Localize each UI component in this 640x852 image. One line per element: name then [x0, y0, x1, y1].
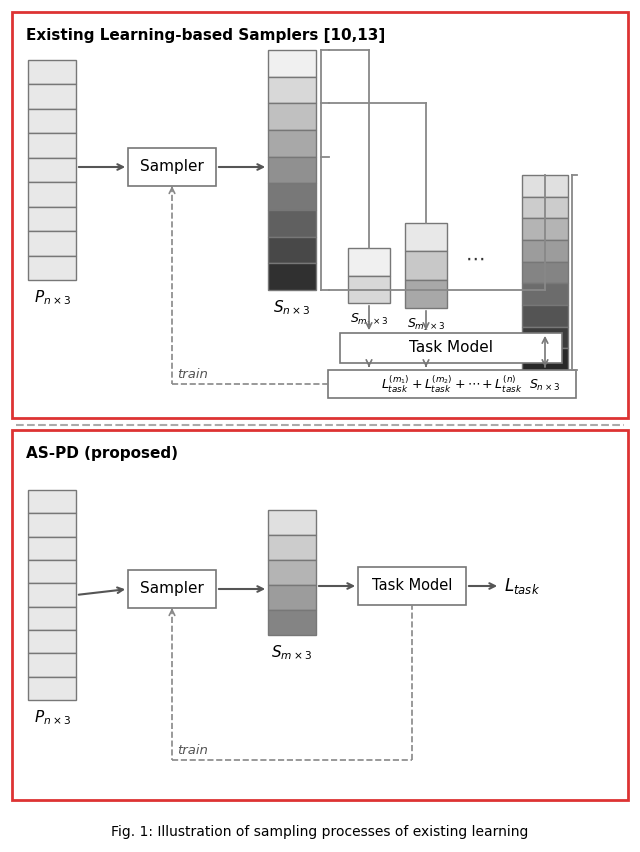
Bar	[405, 223, 447, 251]
Text: $S_{n\times3}$: $S_{n\times3}$	[529, 378, 561, 393]
Bar	[328, 370, 576, 398]
Bar	[268, 130, 316, 157]
Text: AS-PD (proposed): AS-PD (proposed)	[26, 446, 178, 461]
Text: train: train	[177, 368, 208, 381]
Bar	[522, 348, 568, 370]
Text: $S_{m_1\times3}$: $S_{m_1\times3}$	[350, 311, 388, 327]
Bar	[28, 256, 76, 280]
Bar	[268, 263, 316, 290]
Bar	[28, 84, 76, 109]
Bar	[268, 183, 316, 210]
Bar	[522, 240, 568, 262]
Bar	[522, 284, 568, 305]
Bar	[28, 158, 76, 182]
Bar	[28, 514, 76, 537]
Bar	[268, 585, 316, 610]
Bar	[268, 535, 316, 560]
Text: $P_{n\times3}$: $P_{n\times3}$	[33, 708, 70, 727]
Bar	[358, 567, 466, 605]
Text: Existing Learning-based Samplers [10,13]: Existing Learning-based Samplers [10,13]	[26, 28, 385, 43]
Text: Sampler: Sampler	[140, 159, 204, 175]
Bar	[28, 60, 76, 84]
Bar	[28, 653, 76, 676]
Text: train: train	[177, 744, 208, 757]
Text: $S_{m\times3}$: $S_{m\times3}$	[271, 643, 312, 662]
Bar	[340, 333, 562, 363]
Bar	[28, 231, 76, 256]
Bar	[28, 584, 76, 607]
Bar	[128, 570, 216, 608]
Bar	[28, 607, 76, 630]
Bar	[268, 210, 316, 237]
Bar	[522, 305, 568, 326]
Bar	[12, 12, 628, 418]
Bar	[348, 248, 390, 275]
Bar	[28, 537, 76, 560]
Bar	[405, 279, 447, 308]
Bar	[268, 610, 316, 635]
Bar	[522, 197, 568, 218]
Bar	[268, 50, 316, 77]
Bar	[405, 251, 447, 279]
Text: Fig. 1: Illustration of sampling processes of existing learning: Fig. 1: Illustration of sampling process…	[111, 825, 529, 839]
Bar	[268, 560, 316, 585]
Text: Task Model: Task Model	[372, 579, 452, 594]
Bar	[28, 133, 76, 158]
Bar	[522, 262, 568, 284]
Text: $L_{task}^{(m_1)}+L_{task}^{(m_2)}+\cdots+L_{task}^{(n)}$: $L_{task}^{(m_1)}+L_{task}^{(m_2)}+\cdot…	[381, 373, 523, 394]
Bar	[522, 218, 568, 240]
Bar	[12, 430, 628, 800]
Bar	[28, 109, 76, 133]
Bar	[268, 103, 316, 130]
Text: $P_{n\times3}$: $P_{n\times3}$	[33, 288, 70, 307]
Bar	[28, 490, 76, 514]
Bar	[128, 148, 216, 186]
Bar	[268, 510, 316, 535]
Bar	[28, 182, 76, 207]
Bar	[348, 275, 390, 303]
Bar	[268, 77, 316, 103]
Bar	[28, 560, 76, 584]
Bar	[268, 237, 316, 263]
Text: $L_{task}$: $L_{task}$	[504, 576, 540, 596]
Text: $S_{n\times3}$: $S_{n\times3}$	[273, 298, 310, 317]
Text: $S_{m_2\times3}$: $S_{m_2\times3}$	[407, 316, 445, 332]
Bar	[28, 676, 76, 700]
Bar	[268, 157, 316, 183]
Text: $\cdots$: $\cdots$	[465, 249, 484, 268]
Text: Sampler: Sampler	[140, 582, 204, 596]
Bar	[28, 630, 76, 653]
Bar	[522, 175, 568, 197]
Text: Task Model: Task Model	[409, 341, 493, 355]
Bar	[522, 326, 568, 348]
Bar	[28, 207, 76, 231]
